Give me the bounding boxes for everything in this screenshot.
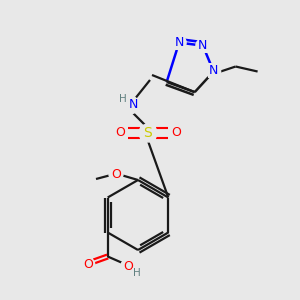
Circle shape [172,36,186,50]
Circle shape [169,126,183,140]
Text: N: N [209,64,218,77]
Text: O: O [83,258,93,271]
Text: O: O [115,127,125,140]
Circle shape [81,257,95,272]
Text: N: N [128,98,138,112]
Text: N: N [198,39,208,52]
Text: O: O [171,127,181,140]
Text: S: S [144,126,152,140]
Text: N: N [174,36,184,49]
Circle shape [109,167,123,181]
Circle shape [196,39,210,53]
Text: H: H [119,94,127,104]
Circle shape [139,124,157,142]
Circle shape [121,96,139,114]
Text: O: O [123,260,133,273]
Text: O: O [111,167,121,181]
Text: H: H [133,268,141,278]
Circle shape [121,260,135,274]
Circle shape [207,64,220,79]
Circle shape [113,126,127,140]
